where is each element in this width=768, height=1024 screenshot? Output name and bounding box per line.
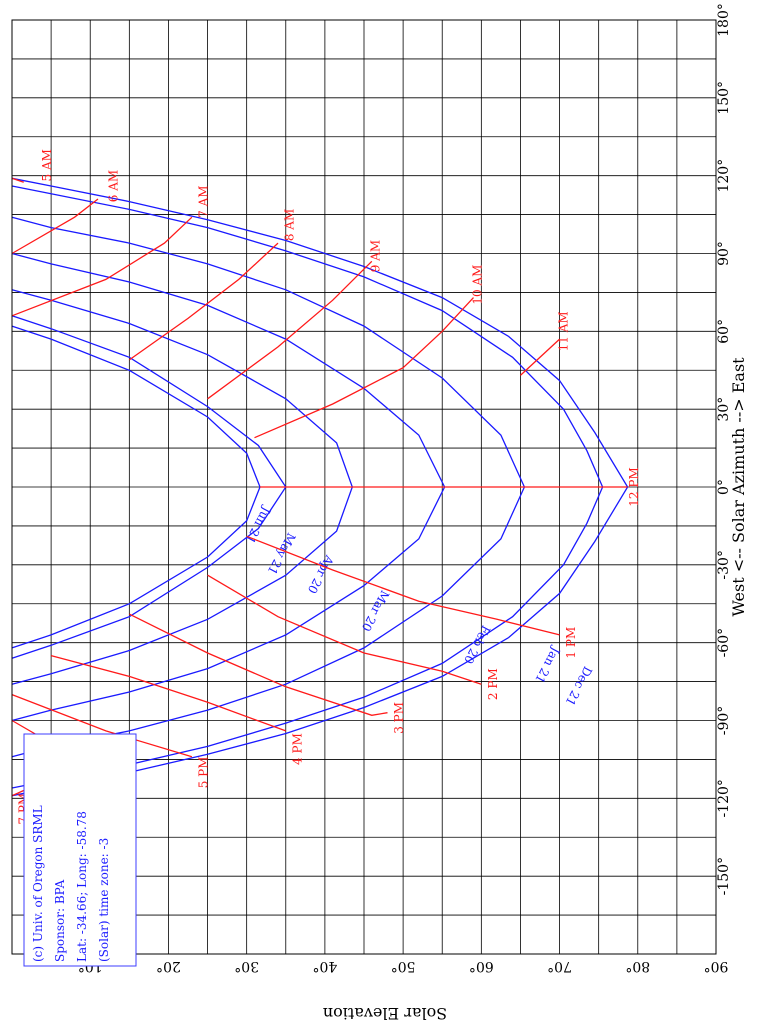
hour-curve-8-am [128, 242, 279, 361]
hour-curve-10-am [254, 297, 474, 439]
info-box-frame [23, 733, 137, 967]
hour-label-4-pm: 4 PM [290, 733, 304, 765]
hour-curve-11-am [519, 338, 561, 376]
y-tick-label: 30° [234, 958, 259, 974]
x-tick-label: 90° [716, 241, 732, 266]
info-line-timezone: (Solar) time zone: -3 [97, 838, 111, 962]
x-tick-label: -120° [716, 779, 732, 817]
hour-label-5-pm: 5 PM [197, 756, 211, 788]
x-tick-label: 150° [716, 81, 732, 115]
hour-curve-5-pm [11, 693, 193, 758]
x-tick-label: 0° [716, 479, 732, 495]
y-tick-label: 60° [469, 958, 494, 974]
info-line-sponsor: Sponsor: BPA [53, 879, 67, 962]
info-box: (c) Univ. of Oregon SRML Sponsor: BPA La… [23, 733, 137, 967]
x-tick-label: 30° [716, 397, 732, 422]
x-tick-label: 180° [716, 3, 732, 37]
hour-label-6-am: 6 AM [107, 170, 121, 202]
hour-label-5-am: 5 AM [40, 149, 54, 181]
info-line-credit: (c) Univ. of Oregon SRML [31, 805, 45, 962]
hour-label-8-am: 8 AM [283, 209, 297, 241]
hour-label-3-pm: 3 PM [392, 702, 406, 734]
hour-curve-7-am [11, 216, 193, 317]
plot-frame [11, 19, 717, 955]
y-tick-label: 50° [391, 958, 416, 974]
y-tick-label: 20° [156, 958, 181, 974]
hour-curve-1-pm [246, 535, 560, 636]
hour-curve-7-pm [11, 789, 24, 797]
info-line-location: Lat: -34.66; Long: -58.78 [75, 811, 89, 962]
y-tick-label: 70° [547, 958, 572, 974]
x-tick-label: -150° [716, 857, 732, 895]
hour-curve-2-pm [207, 574, 482, 685]
hour-curve-5-am [11, 177, 24, 183]
x-axis-label: West <-- Solar Azimuth --> East [729, 357, 748, 617]
y-axis-tick-labels: 10°20°30°40°50°60°70°80°90° [78, 958, 729, 974]
hour-curve-4-pm [50, 654, 287, 732]
hour-label-1-pm: 1 PM [564, 627, 578, 659]
x-tick-label: -90° [716, 706, 732, 736]
y-tick-label: 40° [312, 958, 337, 974]
hour-label-7-am: 7 AM [197, 185, 211, 217]
x-tick-label: -30° [716, 550, 732, 580]
hour-label-12-pm: 12 PM [627, 467, 641, 506]
hour-label-2-pm: 2 PM [486, 668, 500, 700]
y-axis-label: Solar Elevation [323, 1004, 447, 1023]
x-axis-tick-labels: -150° -120° -90° -60° -30° 0° 30° 60° 90° 120° 150… [716, 3, 732, 895]
hour-curves: 5 AM 6 AM 7 AM 8 AM 9 AM 10 AM 11 AM 12 PM 1 PM 2… [11, 149, 641, 825]
hour-curve-6-am [11, 198, 99, 255]
x-tick-label: 60° [716, 319, 732, 344]
x-tick-label: -60° [716, 628, 732, 658]
hour-curve-3-pm [129, 613, 388, 716]
x-tick-label: 120° [716, 159, 732, 193]
y-tick-label: 90° [704, 958, 729, 974]
hour-label-9-am: 9 AM [369, 240, 383, 272]
y-tick-label: 80° [625, 958, 650, 974]
hour-curve-9-am [207, 260, 373, 400]
hour-label-10-am: 10 AM [470, 265, 484, 305]
hour-label-11-am: 11 AM [556, 311, 570, 351]
